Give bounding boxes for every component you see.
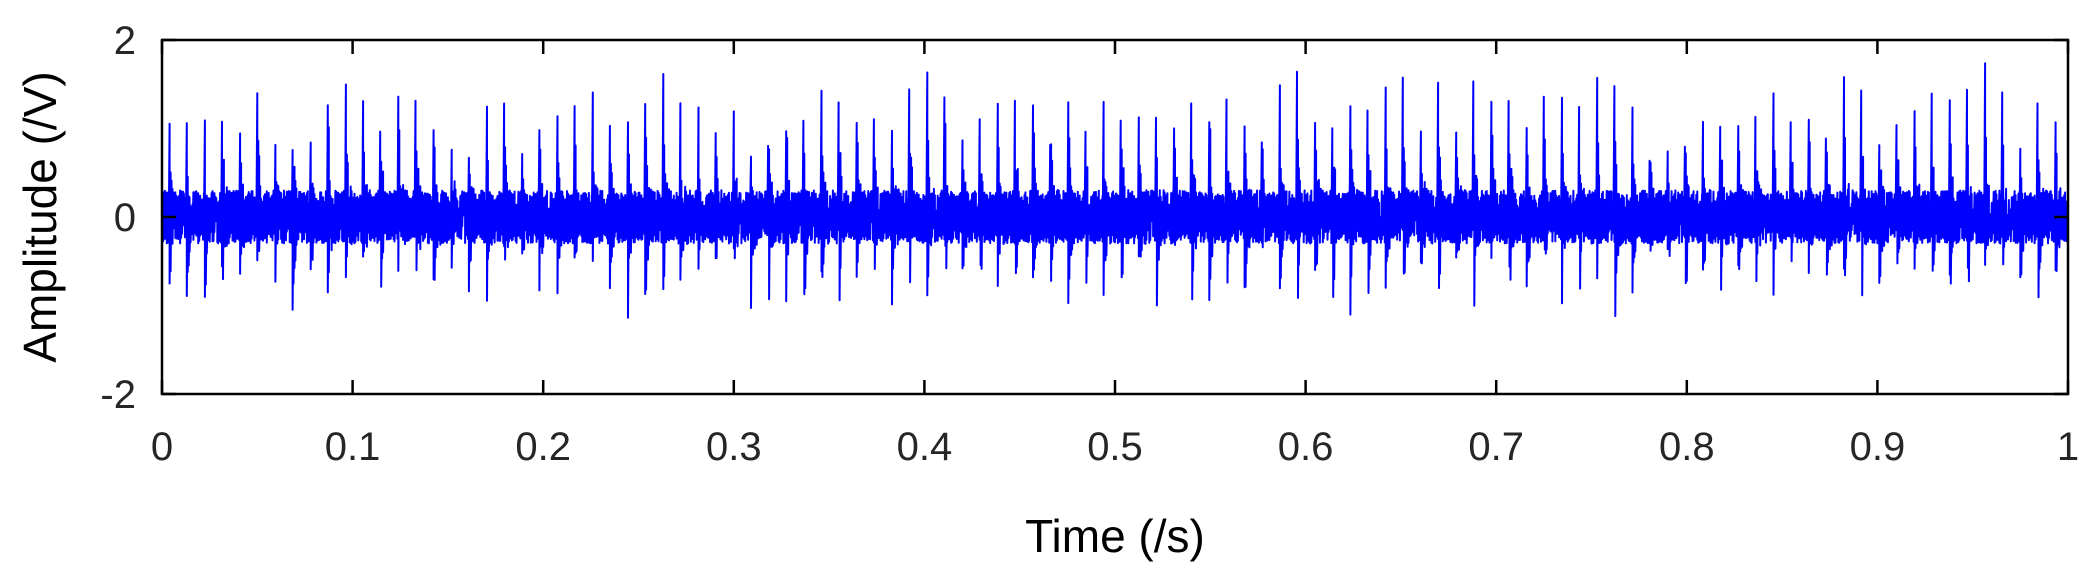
- x-tick-label: 0.7: [1468, 425, 1524, 469]
- x-tick-label: 0.6: [1278, 425, 1334, 469]
- y-tick-label: 2: [114, 19, 136, 63]
- x-tick-label: 0.2: [515, 425, 571, 469]
- x-axis: 0 0.1 0.2 0.3 0.4 0.5 0.6 0.7 0.8 0.9 1: [151, 40, 2079, 469]
- x-tick-label: 0.3: [706, 425, 762, 469]
- y-tick-label: -2: [100, 373, 136, 417]
- x-tick-label: 0.9: [1850, 425, 1906, 469]
- x-axis-label: Time (/s): [1025, 510, 1205, 562]
- x-tick-label: 0: [151, 425, 173, 469]
- x-tick-label: 1: [2057, 425, 2079, 469]
- signal-line: [161, 62, 2068, 319]
- x-tick-label: 0.1: [325, 425, 381, 469]
- y-axis: -2 0 2: [100, 19, 2068, 417]
- x-tick-label: 0.5: [1087, 425, 1143, 469]
- y-tick-label: 0: [114, 196, 136, 240]
- y-axis-label: Amplitude (/V): [14, 71, 66, 362]
- x-tick-label: 0.4: [897, 425, 953, 469]
- x-tick-label: 0.8: [1659, 425, 1715, 469]
- signal-series: [161, 62, 2068, 319]
